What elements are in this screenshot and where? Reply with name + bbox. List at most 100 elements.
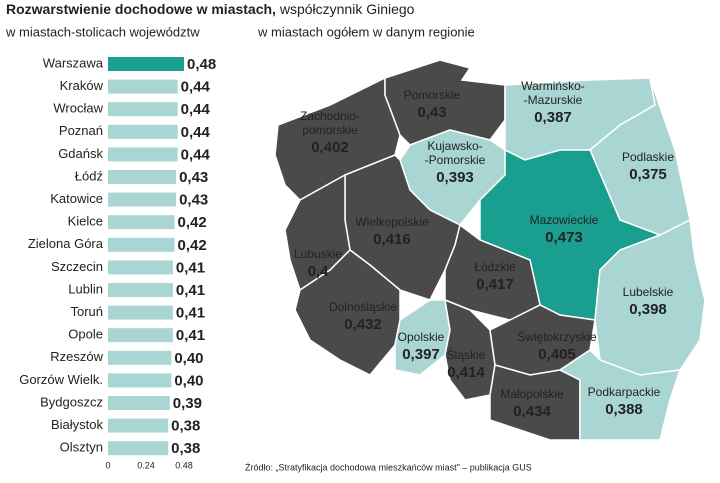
category-label: Wrocław [53, 101, 103, 116]
category-label: Olsztyn [60, 440, 103, 455]
bar [108, 215, 175, 230]
region-name: Śląskie [447, 347, 486, 362]
category-label: Gdańsk [58, 146, 103, 161]
region [444, 223, 541, 321]
value-label: 0,42 [178, 214, 207, 231]
region-name: Podkarpackie [588, 385, 661, 399]
region-name: Warmińsko- [521, 79, 585, 93]
bar [108, 102, 178, 117]
region [489, 364, 581, 441]
title-rest: współczynnik Giniego [279, 1, 415, 17]
region-value: 0,388 [605, 401, 643, 418]
region-value: 0,43 [417, 104, 446, 121]
bar [108, 79, 178, 94]
category-label: Białystok [51, 417, 104, 432]
region-name: Podlaskie [622, 150, 674, 164]
region-name: Łódzkie [474, 260, 516, 274]
value-label: 0,44 [181, 101, 211, 118]
category-label: Kielce [68, 214, 103, 229]
category-label: Bydgoszcz [40, 394, 103, 409]
region-value: 0,375 [629, 166, 667, 183]
bar [108, 373, 172, 388]
bar [108, 283, 173, 297]
region [558, 349, 682, 441]
region-name: Lubelskie [623, 285, 674, 299]
region-name: -Mazurskie [524, 93, 583, 107]
bar [108, 418, 169, 433]
region-name: Lubuskie [294, 247, 342, 261]
region [444, 298, 496, 401]
x-tick-label: 0.48 [175, 460, 193, 470]
value-label: 0,41 [176, 305, 205, 322]
category-label: Opole [68, 327, 103, 342]
bar [108, 328, 173, 343]
category-label: Warszawa [43, 55, 104, 70]
category-label: Rzeszów [50, 349, 103, 364]
bar [108, 124, 178, 139]
bar [108, 57, 184, 71]
bar [108, 170, 177, 184]
region-value: 0,432 [344, 316, 382, 333]
bar [108, 396, 170, 410]
value-label: 0,41 [176, 327, 205, 344]
region-name: Pomorskie [404, 88, 461, 102]
region-value: 0,4 [308, 263, 330, 280]
region-name: Małopolskie [500, 387, 564, 401]
category-label: Szczecin [51, 259, 103, 274]
map-subtitle: w miastach ogółem w danym regionie [257, 24, 475, 39]
value-label: 0,41 [176, 282, 205, 299]
value-label: 0,48 [187, 56, 216, 73]
value-label: 0,43 [179, 192, 208, 209]
bar [108, 260, 173, 275]
region [594, 218, 706, 376]
category-label: Katowice [50, 191, 103, 206]
bar [108, 350, 172, 365]
value-label: 0,40 [174, 372, 203, 389]
bar [108, 237, 175, 252]
value-label: 0,41 [176, 259, 205, 276]
region-name: Kujawsko- [427, 139, 482, 153]
region-name: Opolskie [398, 330, 445, 344]
value-label: 0,40 [174, 350, 203, 367]
value-label: 0,38 [171, 440, 200, 457]
category-label: Gorzów Wielk. [19, 372, 103, 387]
category-label: Toruń [70, 304, 103, 319]
value-label: 0,44 [181, 146, 211, 163]
region-name: Zachodnio- [300, 109, 360, 123]
bar [108, 192, 177, 207]
category-label: Lublin [68, 281, 103, 296]
region-value: 0,393 [436, 169, 474, 186]
region-name: Wielkopolskie [355, 215, 429, 229]
x-tick-label: 0 [105, 460, 110, 470]
bar [108, 305, 173, 320]
value-label: 0,43 [179, 169, 208, 186]
region-name: -Pomorskie [425, 153, 486, 167]
region-value: 0,402 [311, 139, 349, 156]
region-value: 0,398 [629, 301, 667, 318]
category-label: Łódź [75, 168, 103, 183]
source: Źródło: „Stratyfikacja dochodowa mieszka… [245, 462, 532, 472]
bar [108, 147, 178, 162]
region-value: 0,417 [476, 276, 514, 293]
region-name: Świętokrzyskie [517, 329, 597, 344]
region [384, 59, 506, 146]
region-name: Mazowieckie [530, 213, 599, 227]
value-label: 0,42 [178, 237, 207, 254]
bar-subtitle: w miastach-stolicach województw [5, 24, 200, 39]
title-bold: Rozwarstwienie dochodowe w miastach, [6, 1, 276, 17]
region-value: 0,416 [373, 231, 411, 248]
category-label: Kraków [60, 78, 104, 93]
region-name: pomorskie [302, 123, 358, 137]
title: Rozwarstwienie dochodowe w miastach, wsp… [6, 1, 415, 17]
region-name: Dolnośląskie [329, 300, 397, 314]
region-value: 0,473 [545, 229, 583, 246]
bar [108, 441, 169, 456]
category-label: Poznań [59, 123, 103, 138]
region-value: 0,387 [534, 109, 572, 126]
x-tick-label: 0.24 [137, 460, 155, 470]
value-label: 0,44 [181, 79, 211, 96]
region-value: 0,397 [402, 346, 440, 363]
region-value: 0,434 [513, 403, 551, 420]
value-label: 0,38 [171, 418, 200, 435]
